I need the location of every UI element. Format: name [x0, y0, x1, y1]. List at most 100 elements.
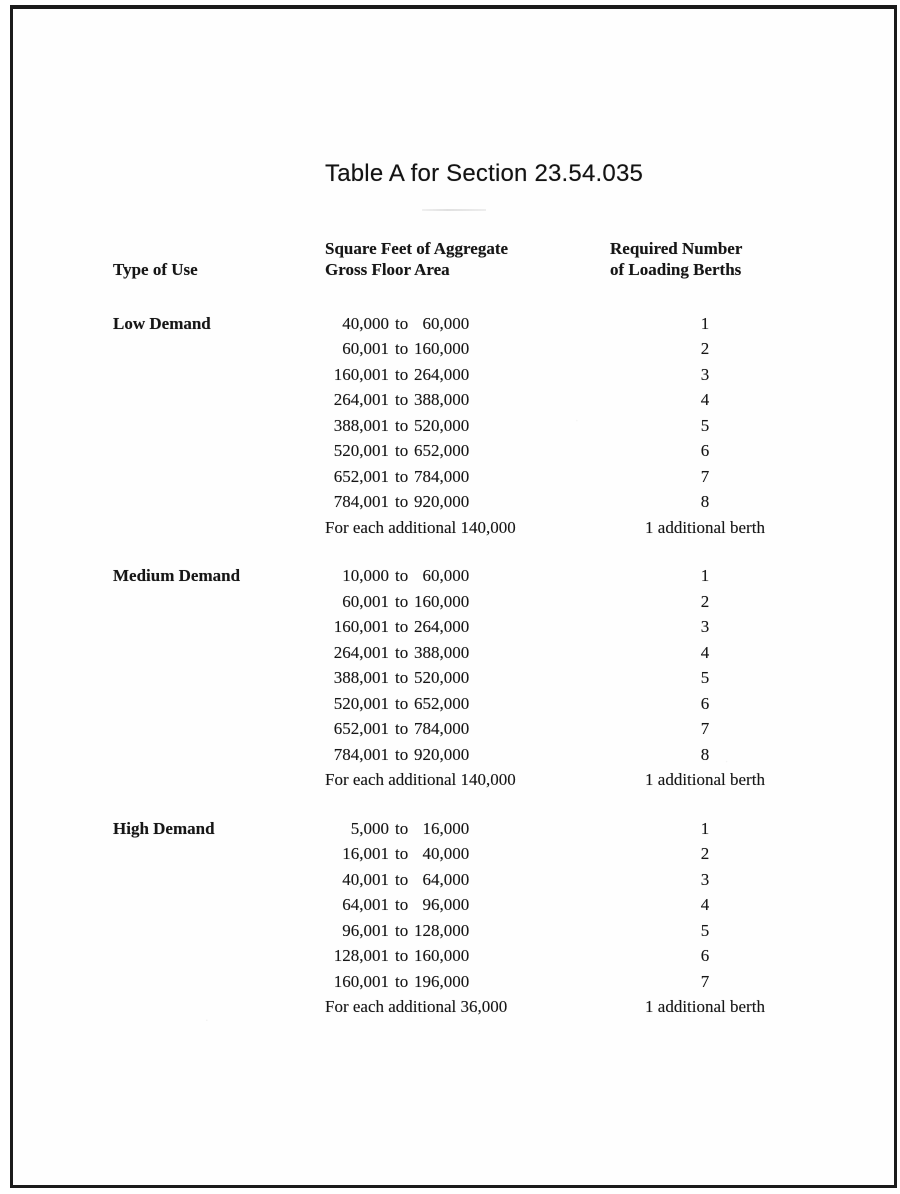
range-from-value: 96,001	[342, 920, 389, 940]
range-to-value: 196,000	[413, 971, 470, 991]
floor-area-cell: For each additional 140,000	[325, 517, 516, 537]
range-to-value: 64,000	[422, 869, 470, 889]
required-berths-cell: 3	[700, 364, 710, 384]
scan-smudge-artifact	[422, 209, 486, 211]
range-to-value: 40,000	[422, 844, 470, 864]
table-header-row: Type of Use Square Feet of Aggregate Gro…	[113, 238, 803, 280]
range-to-value: 96,000	[422, 895, 470, 915]
range-separator: to	[395, 920, 409, 940]
table-row: 520,001 to 652,000 6	[113, 691, 803, 717]
floor-area-cell: 520,001 to 652,000	[325, 694, 610, 714]
table-row: 652,001 to 784,000 7	[113, 717, 803, 743]
floor-area-cell: 160,001 to 264,000	[325, 365, 610, 385]
range-to-value: 784,000	[413, 466, 470, 486]
table-row: 40,001 to 64,000 3	[113, 867, 803, 893]
range-separator: to	[395, 466, 409, 486]
range-separator: to	[395, 844, 409, 864]
floor-area-cell: 64,001 to 96,000	[325, 895, 610, 915]
table-row: For each additional 140,000 1 additional …	[113, 515, 803, 541]
range-separator: to	[395, 566, 409, 586]
required-berths-cell: 1	[700, 818, 710, 838]
required-berths-cell: 8	[700, 744, 710, 764]
range-from-value: 652,001	[333, 466, 389, 486]
table-row: 264,001 to 388,000 4	[113, 640, 803, 666]
required-berths-cell: 6	[700, 946, 710, 966]
table-row: 388,001 to 520,000 5	[113, 413, 803, 439]
range-separator: to	[395, 313, 409, 333]
range-to-value: 160,000	[413, 339, 470, 359]
required-berths-cell: 1 additional berth	[645, 770, 765, 790]
type-of-use-label: Low Demand	[113, 313, 211, 333]
floor-area-cell: 784,001 to 920,000	[325, 745, 610, 765]
table-row: 160,001 to 196,000 7	[113, 969, 803, 995]
table-row: 784,001 to 920,000 8	[113, 490, 803, 516]
range-to-value: 520,000	[413, 415, 470, 435]
table-row: Medium Demand 10,000 to 60,000 1	[113, 564, 803, 590]
floor-area-cell: 264,001 to 388,000	[325, 390, 610, 410]
range-separator: to	[395, 441, 409, 461]
required-berths-cell: 4	[700, 642, 710, 662]
range-from-value: 784,001	[333, 744, 389, 764]
range-from-value: 388,001	[333, 415, 389, 435]
range-separator: to	[395, 591, 409, 611]
range-separator: to	[395, 818, 409, 838]
required-berths-cell: 1	[700, 313, 710, 333]
range-from-value: 160,001	[333, 364, 389, 384]
required-berths-cell: 7	[700, 719, 710, 739]
range-from-value: 10,000	[342, 566, 389, 586]
table-row: 16,001 to 40,000 2	[113, 842, 803, 868]
range-separator: to	[395, 415, 409, 435]
required-berths-cell: 5	[700, 415, 710, 435]
range-from-value: 652,001	[333, 719, 389, 739]
required-berths-cell: 4	[700, 895, 710, 915]
required-berths-cell: 7	[700, 971, 710, 991]
floor-area-cell: 5,000 to 16,000	[325, 819, 610, 839]
floor-area-cell: 388,001 to 520,000	[325, 668, 610, 688]
range-to-value: 652,000	[413, 441, 470, 461]
floor-area-cell: 96,001 to 128,000	[325, 921, 610, 941]
table-row: 160,001 to 264,000 3	[113, 362, 803, 388]
range-from-value: 40,000	[342, 313, 389, 333]
required-berths-cell: 3	[700, 617, 710, 637]
range-separator: to	[395, 617, 409, 637]
range-from-value: 60,001	[342, 591, 389, 611]
header-type-of-use-label: Type of Use	[113, 260, 198, 279]
table-row: 60,001 to 160,000 2	[113, 337, 803, 363]
range-to-value: 160,000	[413, 591, 470, 611]
range-separator: to	[395, 390, 409, 410]
required-berths-cell: 4	[700, 390, 710, 410]
range-from-value: 520,001	[333, 693, 389, 713]
required-berths-cell: 5	[700, 668, 710, 688]
table-row: High Demand 5,000 to 16,000 1	[113, 816, 803, 842]
range-from-value: 264,001	[333, 390, 389, 410]
required-berths-cell: 1	[700, 566, 710, 586]
required-berths-cell: 5	[700, 920, 710, 940]
floor-area-cell: 128,001 to 160,000	[325, 946, 610, 966]
range-separator: to	[395, 693, 409, 713]
range-separator: to	[395, 971, 409, 991]
table-row: 64,001 to 96,000 4	[113, 893, 803, 919]
header-required-berths-line2: of Loading Berths	[610, 260, 742, 279]
range-to-value: 920,000	[413, 492, 470, 512]
floor-area-cell: 60,001 to 160,000	[325, 592, 610, 612]
range-from-value: 64,001	[342, 895, 389, 915]
range-separator: to	[395, 869, 409, 889]
required-berths-cell: 1 additional berth	[645, 997, 765, 1017]
range-from-value: 520,001	[333, 441, 389, 461]
table-row: 652,001 to 784,000 7	[113, 464, 803, 490]
range-to-value: 264,000	[413, 617, 470, 637]
header-square-feet: Square Feet of Aggregate Gross Floor Are…	[325, 238, 610, 280]
range-to-value: 160,000	[413, 946, 470, 966]
range-from-value: 128,001	[333, 946, 389, 966]
floor-area-cell: 160,001 to 264,000	[325, 617, 610, 637]
range-from-value: 264,001	[333, 642, 389, 662]
table-row: 388,001 to 520,000 5	[113, 666, 803, 692]
header-square-feet-line1: Square Feet of Aggregate	[325, 239, 509, 258]
range-separator: to	[395, 719, 409, 739]
floor-area-cell: 652,001 to 784,000	[325, 467, 610, 487]
range-separator: to	[395, 492, 409, 512]
range-to-value: 264,000	[413, 364, 470, 384]
range-from-value: 16,001	[342, 844, 389, 864]
range-to-value: 652,000	[413, 693, 470, 713]
required-berths-cell: 2	[700, 844, 710, 864]
